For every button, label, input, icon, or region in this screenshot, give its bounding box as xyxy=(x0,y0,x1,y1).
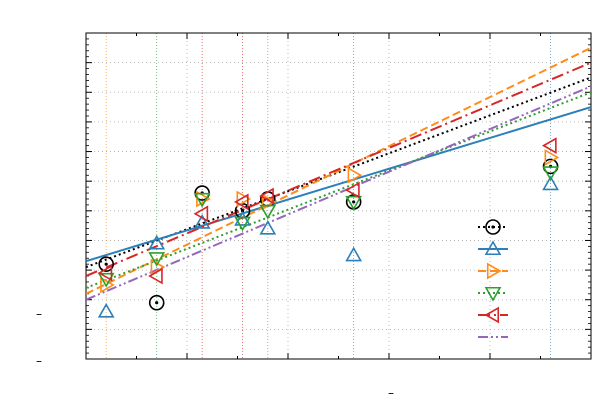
data-point-triangle-left xyxy=(541,137,557,154)
data-point-triangle-left xyxy=(259,187,274,205)
data-point-triangle-down xyxy=(193,192,211,208)
data-point-triangle-down xyxy=(148,252,166,267)
data-point-circle xyxy=(98,256,114,272)
fit-line xyxy=(86,61,591,277)
data-point-triangle-right xyxy=(100,276,115,294)
fit-lines xyxy=(86,46,591,301)
x-axis-label: – xyxy=(388,386,394,400)
grid-layer xyxy=(86,32,591,359)
y-tick-mark-label: – xyxy=(36,354,42,368)
data-point-triangle-right xyxy=(544,149,560,166)
plot-frame xyxy=(85,32,592,360)
data-point-triangle-right xyxy=(347,166,363,184)
data-point-center-dot xyxy=(352,200,356,204)
data-point-triangle-left xyxy=(233,193,249,211)
data-point-center-dot xyxy=(155,301,159,305)
fit-line xyxy=(86,106,591,263)
legend-marker-triangle-up xyxy=(484,240,502,256)
legend-marker-triangle-down xyxy=(484,286,502,302)
data-point-circle xyxy=(148,294,165,311)
data-point-center-dot xyxy=(104,262,108,266)
data-point-triangle-up xyxy=(148,234,166,250)
data-point-triangle-up xyxy=(345,246,363,262)
data-point-triangle-right xyxy=(236,190,252,208)
data-point-triangle-up xyxy=(542,175,559,191)
legend xyxy=(478,219,508,338)
data-point-triangle-up xyxy=(234,211,251,226)
data-point-triangle-up xyxy=(259,219,277,235)
data-point-triangle-down xyxy=(345,195,363,211)
data-point-triangle-up xyxy=(193,214,211,229)
legend-marker-triangle-left xyxy=(484,306,500,324)
fit-line xyxy=(86,85,591,301)
data-point-triangle-down xyxy=(542,166,559,181)
legend-marker-triangle-right xyxy=(486,262,502,280)
data-point-triangle-left xyxy=(148,267,163,285)
data-point-center-dot xyxy=(240,209,245,213)
vertical-reference-lines xyxy=(105,33,551,359)
data-point-triangle-down xyxy=(259,204,277,220)
y-tick-mark-label: – xyxy=(36,307,42,321)
fit-line xyxy=(86,91,591,289)
data-point-triangle-left xyxy=(97,264,113,282)
data-markers xyxy=(97,137,560,318)
fit-line xyxy=(86,46,591,295)
data-point-triangle-down xyxy=(234,216,251,232)
data-point-triangle-up xyxy=(97,302,115,318)
data-point-triangle-left xyxy=(193,205,209,223)
axis-ticks xyxy=(85,32,592,359)
legend-marker-circle xyxy=(485,219,501,235)
legend-marker-center-dot xyxy=(491,225,495,229)
data-point-triangle-left xyxy=(345,181,360,199)
data-point-triangle-right xyxy=(196,190,211,208)
